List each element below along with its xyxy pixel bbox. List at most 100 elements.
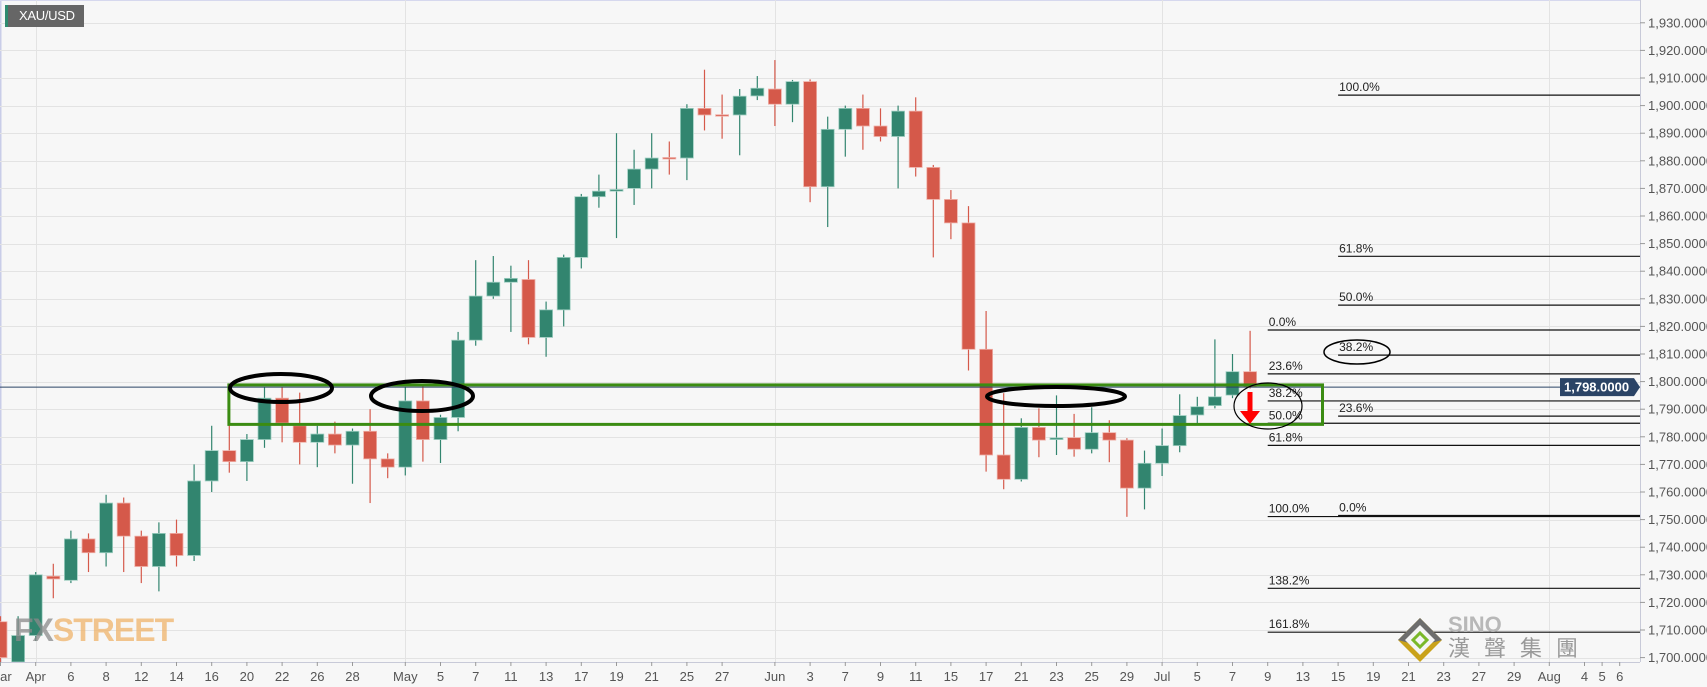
candle	[28, 572, 43, 642]
candle	[697, 69, 712, 131]
candle	[204, 425, 219, 492]
candle	[539, 301, 553, 357]
candle	[451, 331, 466, 432]
x-tick-label: 22	[275, 669, 289, 684]
x-tick-label: Apr	[26, 669, 47, 684]
x-tick-label: 7	[842, 669, 849, 684]
x-tick-label: 25	[1084, 669, 1098, 684]
candle	[891, 105, 905, 189]
candle-body	[503, 277, 518, 283]
x-tick-label: 27	[1472, 669, 1486, 684]
candle-body	[539, 309, 553, 338]
x-tick-label: 13	[1296, 669, 1310, 684]
x-tick-label: 7	[1229, 669, 1236, 684]
candle-body	[1208, 396, 1222, 407]
candle-body	[1049, 437, 1064, 440]
fib-level-label: 23.6%	[1269, 359, 1303, 373]
x-tick-label: 6	[1616, 669, 1623, 684]
candle	[750, 76, 765, 101]
down-arrow-icon	[1240, 392, 1260, 424]
x-tick-label: May	[393, 669, 418, 684]
fib-level-label: 100.0%	[1269, 502, 1310, 516]
candle-body	[116, 502, 131, 537]
fib-level-label: 50.0%	[1269, 408, 1303, 422]
x-tick-label: 3	[806, 669, 813, 684]
logo-text-en: SINO	[1448, 612, 1502, 637]
candle-body	[451, 339, 466, 418]
candle-body	[1225, 371, 1240, 396]
logo-text-cn: 漢聲集團	[1448, 637, 1593, 662]
fib-level-label: 50.0%	[1339, 290, 1373, 304]
x-tick-label: 9	[877, 669, 884, 684]
candle	[1120, 438, 1134, 517]
candle	[1243, 330, 1257, 389]
candle-body	[1032, 427, 1046, 441]
candle	[644, 133, 659, 189]
y-axis-ticks: 1,700.0000 1,710.0000 1,720.0000 1,730.0000…	[1640, 15, 1707, 665]
candle-body	[1155, 445, 1169, 464]
price-badge-background	[1560, 378, 1640, 397]
candle-body	[944, 199, 958, 224]
fib-level-label: 38.2%	[1269, 386, 1303, 400]
candle	[257, 387, 272, 448]
candle-body	[556, 256, 571, 311]
candle	[134, 530, 149, 584]
y-tick-label: 1,850.0000	[1648, 236, 1707, 251]
x-tick-label: 14	[169, 669, 183, 684]
candle-body	[803, 81, 817, 188]
candle-body	[680, 107, 694, 159]
x-tick-label: 19	[1366, 669, 1380, 684]
candle	[944, 190, 958, 240]
candle-body	[609, 189, 624, 192]
candle	[99, 494, 113, 567]
candle	[873, 108, 888, 142]
x-tick-label: 27	[715, 669, 729, 684]
candle-body	[732, 95, 747, 116]
fib-level-label: 23.6%	[1339, 401, 1373, 415]
candle	[926, 164, 941, 258]
highlight-ellipse-june	[985, 385, 1127, 408]
highlight-ellipse-arrow	[1233, 382, 1303, 430]
candle-body	[239, 439, 254, 463]
candle-body	[151, 533, 166, 567]
candle	[187, 464, 202, 561]
x-tick-label: 21	[1014, 669, 1028, 684]
fib-level-label: 0.0%	[1269, 315, 1297, 329]
watermark-street: STREET	[52, 612, 174, 648]
candle-body	[64, 538, 78, 581]
candle-body	[363, 430, 378, 460]
candle-body	[891, 110, 905, 137]
y-tick-label: 1,790.0000	[1648, 402, 1707, 417]
y-tick-label: 1,810.0000	[1648, 347, 1707, 362]
y-tick-label: 1,860.0000	[1648, 209, 1707, 224]
x-tick-label: 19	[609, 669, 623, 684]
candle-body	[521, 279, 536, 338]
candle	[856, 94, 870, 150]
candle-body	[574, 196, 589, 258]
candle-body	[838, 107, 853, 130]
gridlines	[0, 0, 1640, 662]
x-tick-label: Aug	[1538, 669, 1561, 684]
candle-body	[1014, 427, 1029, 480]
x-tick-label: 5	[437, 669, 444, 684]
candle-body	[28, 574, 43, 636]
candle	[556, 254, 571, 327]
candle-body	[873, 125, 888, 137]
x-tick-label: 8	[102, 669, 109, 684]
candle	[785, 79, 800, 123]
candle-body	[1067, 437, 1081, 450]
candle-body	[820, 128, 835, 188]
fibonacci-retracements: 0.0% 23.6% 38.2% 50.0% 61.8% 100.0% 138.2% 161.…	[1267, 80, 1640, 633]
fib-level-label: 161.8%	[1269, 617, 1310, 631]
candle	[1102, 420, 1117, 463]
x-tick-label: 6	[67, 669, 74, 684]
fib-level-label: 100.0%	[1339, 80, 1380, 94]
candle	[398, 387, 413, 476]
candle-body	[1172, 415, 1187, 447]
y-tick-label: 1,830.0000	[1648, 291, 1707, 306]
candle-body	[996, 454, 1011, 480]
y-tick-label: 1,730.0000	[1648, 567, 1707, 582]
candle	[1014, 418, 1029, 482]
candle-body	[486, 281, 501, 297]
y-tick-label: 1,800.0000	[1648, 374, 1707, 389]
